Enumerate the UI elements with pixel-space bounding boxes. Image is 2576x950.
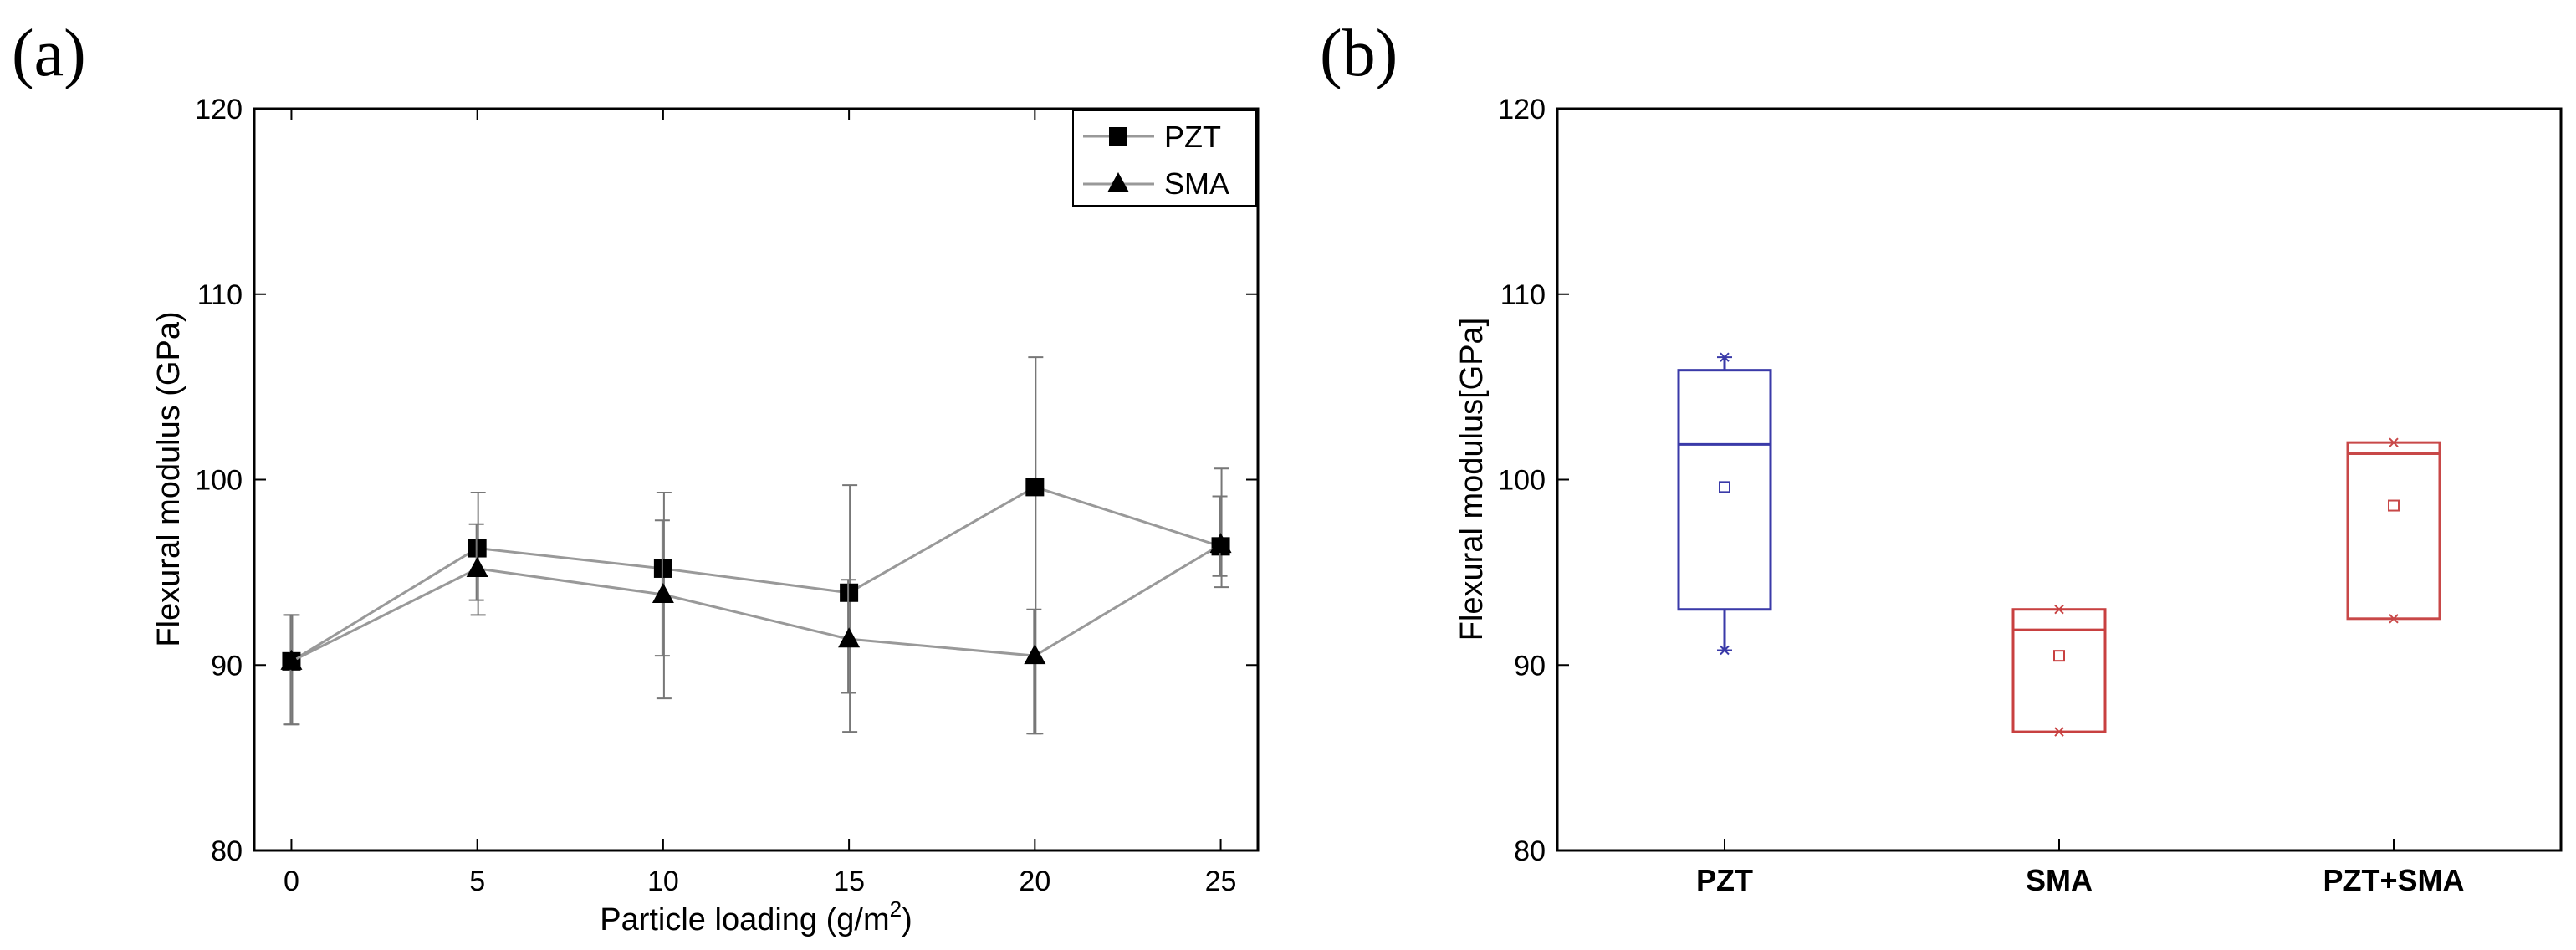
box-group-b	[1677, 352, 2441, 737]
series-line-sma	[290, 543, 1222, 663]
panel-label-b: (b)	[1320, 17, 1398, 90]
legend-marker-sma	[1107, 172, 1129, 192]
y-tick-label-a: 80	[211, 835, 243, 867]
y-axis-title-a: Flexural modulus (GPa)	[151, 311, 187, 646]
series-group-a	[280, 356, 1232, 735]
data-point-pzt	[1025, 478, 1045, 497]
legend-label-sma: SMA	[1164, 166, 1229, 201]
chart-a: (a) 80 90 100 110 120 0 5 10 15 20 25 Flexural mod…	[12, 17, 1260, 937]
mean-marker-sma	[2053, 650, 2065, 662]
mean-marker-pzt	[1719, 481, 1730, 493]
box-iqr-pzt-sma	[2346, 441, 2441, 621]
legend-marker-pzt	[1109, 127, 1127, 146]
axis-ticks-b: 80 90 100 110 120 PZT SMA PZT+SMA	[1498, 94, 2464, 897]
data-point-sma	[1209, 533, 1232, 554]
category-label: PZT	[1696, 863, 1753, 897]
panel-label-a: (a)	[12, 17, 86, 90]
y-tick-label-b: 100	[1498, 465, 1546, 497]
axis-ticks-a: 80 90 100 110 120 0 5 10 15 20 25	[195, 94, 1258, 897]
data-point-sma	[280, 649, 303, 670]
box-iqr-pzt	[1677, 369, 1772, 611]
x-tick-label-a: 20	[1019, 866, 1050, 897]
max-marker-pzt	[1720, 352, 1730, 362]
data-point-sma	[466, 556, 488, 577]
chart-b: (b) 80 90 100 110 120 PZT SMA PZT+SMA Flexural …	[1320, 17, 2563, 897]
plot-frame-a	[253, 107, 1260, 852]
y-tick-label-b: 110	[1500, 279, 1546, 311]
max-marker-pzt-sma	[2389, 437, 2399, 447]
plot-frame-b	[1556, 107, 2563, 852]
x-axis-title-a-main: Particle loading (g/m	[600, 902, 889, 937]
legend-a: PZT SMA	[1072, 110, 1257, 207]
box-iqr-sma	[2011, 608, 2107, 733]
x-axis-title-a-end: )	[902, 902, 912, 937]
x-tick-label-a: 5	[469, 866, 485, 897]
y-tick-label-b: 120	[1498, 94, 1546, 125]
y-tick-label-a: 100	[195, 465, 243, 497]
category-label: SMA	[2026, 863, 2093, 897]
x-axis-title-a-sup: 2	[890, 896, 902, 922]
x-tick-label-a: 25	[1205, 866, 1237, 897]
data-point-sma	[1024, 644, 1046, 665]
min-marker-pzt-sma	[2389, 614, 2399, 624]
category-label: PZT+SMA	[2323, 863, 2464, 897]
y-axis-title-b: Flexural modulus[GPa]	[1454, 318, 1490, 641]
x-axis-title-a: Particle loading (g/m2)	[600, 896, 912, 937]
box-pzt-sma	[2346, 437, 2441, 624]
y-tick-label-a: 110	[197, 279, 243, 311]
y-tick-label-a: 90	[211, 650, 243, 682]
box-sma	[2011, 605, 2107, 737]
min-marker-pzt	[1720, 645, 1730, 656]
mean-marker-pzt-sma	[2388, 499, 2400, 512]
box-pzt	[1677, 352, 1772, 656]
max-marker-sma	[2054, 605, 2064, 615]
min-marker-sma	[2054, 727, 2064, 737]
y-tick-label-b: 90	[1514, 650, 1546, 682]
series-pzt	[282, 356, 1230, 735]
x-tick-label-a: 15	[833, 866, 865, 897]
x-tick-label-a: 10	[647, 866, 679, 897]
legend-label-pzt: PZT	[1164, 120, 1221, 154]
series-sma	[280, 495, 1232, 735]
x-tick-label-a: 0	[284, 866, 299, 897]
series-line-pzt	[290, 485, 1222, 663]
y-tick-label-b: 80	[1514, 835, 1546, 867]
legend-box-a	[1072, 110, 1257, 207]
y-tick-label-a: 120	[195, 94, 243, 125]
data-point-sma	[652, 582, 674, 603]
data-point-sma	[838, 627, 861, 648]
